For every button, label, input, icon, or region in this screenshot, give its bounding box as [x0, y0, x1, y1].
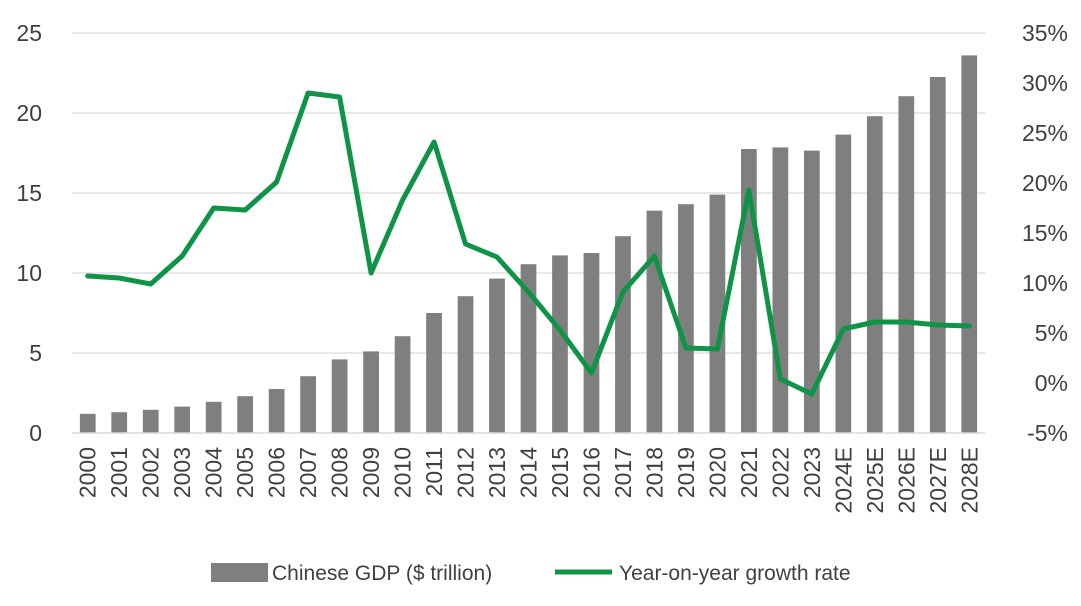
x-tick-label: 2021 — [736, 447, 762, 498]
x-tick-label: 2022 — [767, 447, 793, 498]
x-tick-label: 2001 — [106, 447, 132, 498]
gdp-bar — [300, 376, 316, 433]
gdp-bar — [898, 96, 915, 433]
gdp-bar — [615, 236, 631, 433]
right-tick-label: 25% — [1022, 120, 1068, 146]
gdp-bar — [174, 406, 191, 433]
x-tick-label: 2016 — [579, 447, 605, 498]
left-tick-label: 20 — [16, 100, 42, 126]
gdp-bar — [709, 194, 726, 433]
gdp-bar — [646, 210, 663, 433]
legend-line-label: Year-on-year growth rate — [619, 562, 851, 585]
gdp-bar — [866, 116, 883, 433]
x-tick-label: 2010 — [390, 447, 416, 498]
gdp-bar — [678, 204, 694, 433]
x-tick-label: 2026E — [893, 447, 919, 514]
gdp-bar — [929, 77, 946, 433]
right-axis-ticks: -5% 0% 5% 10% 15% 20% 25% 30% 35% — [1022, 20, 1068, 446]
x-tick-label: 2011 — [421, 447, 447, 496]
gdp-bar — [205, 401, 222, 433]
x-tick-label: 2012 — [453, 447, 479, 498]
right-tick-label: 15% — [1022, 220, 1068, 246]
right-tick-label: 0% — [1035, 370, 1068, 396]
gdp-bar — [520, 264, 537, 433]
x-tick-label: 2015 — [547, 447, 573, 498]
x-tick-label: 2005 — [232, 447, 258, 498]
x-tick-label: 2000 — [75, 447, 101, 498]
x-tick-label: 2008 — [327, 447, 353, 498]
right-tick-label: 10% — [1022, 270, 1068, 296]
gdp-bar — [237, 396, 254, 433]
x-tick-label: 2020 — [704, 447, 730, 498]
x-tick-label: 2004 — [201, 447, 227, 498]
left-axis-ticks: 0 5 10 15 20 25 — [16, 20, 42, 446]
x-tick-label: 2028E — [956, 447, 982, 514]
gdp-bar — [331, 359, 348, 433]
x-tick-label: 2025E — [862, 447, 888, 514]
gdp-bar — [79, 413, 96, 433]
gdp-bar — [426, 313, 442, 433]
x-tick-label: 2019 — [673, 447, 699, 498]
x-tick-label: 2023 — [799, 447, 825, 498]
gdp-bar — [268, 389, 285, 433]
gdp-bar — [457, 296, 474, 433]
legend-bar-label: Chinese GDP ($ trillion) — [272, 562, 492, 585]
x-tick-label: 2007 — [295, 447, 321, 498]
gdp-bar — [489, 278, 505, 433]
gdp-bars — [79, 55, 978, 434]
left-tick-label: 15 — [16, 180, 42, 206]
gdp-bar — [142, 409, 159, 433]
right-tick-label: -5% — [1027, 420, 1068, 446]
legend-bar-swatch — [211, 563, 268, 582]
x-tick-label: 2009 — [358, 447, 384, 498]
x-tick-label: 2018 — [641, 447, 667, 498]
gdp-bar — [394, 336, 411, 433]
left-tick-label: 5 — [29, 340, 42, 366]
left-tick-label: 10 — [16, 260, 42, 286]
growth-rate-line — [85, 90, 972, 397]
x-tick-label: 2014 — [516, 447, 542, 498]
gdp-bar — [835, 134, 852, 433]
right-tick-label: 30% — [1022, 70, 1068, 96]
left-tick-label: 0 — [29, 420, 42, 446]
gdp-bar — [583, 253, 600, 433]
x-tick-label: 2006 — [264, 447, 290, 498]
x-tick-label: 2027E — [925, 447, 951, 514]
x-tick-label: 2003 — [169, 447, 195, 498]
gdp-bar — [552, 255, 568, 433]
x-tick-label: 2013 — [484, 447, 510, 498]
legend: Chinese GDP ($ trillion) Year-on-year gr… — [211, 562, 851, 585]
gdp-bar — [772, 147, 789, 433]
x-tick-label: 2017 — [610, 447, 636, 498]
gdp-bar — [803, 150, 820, 433]
x-tick-label: 2002 — [138, 447, 164, 498]
x-tick-label: 2024E — [830, 447, 856, 514]
right-tick-label: 20% — [1022, 170, 1068, 196]
gdp-bar — [363, 351, 379, 433]
right-tick-label: 35% — [1022, 20, 1068, 46]
right-tick-label: 5% — [1035, 320, 1068, 346]
left-tick-label: 25 — [16, 20, 42, 46]
x-axis-ticks: 2000 2001 2002 2003 2004 2005 2006 2007 2008 2009… — [75, 447, 983, 514]
gdp-bar — [961, 55, 978, 434]
gdp-bar — [111, 412, 128, 433]
